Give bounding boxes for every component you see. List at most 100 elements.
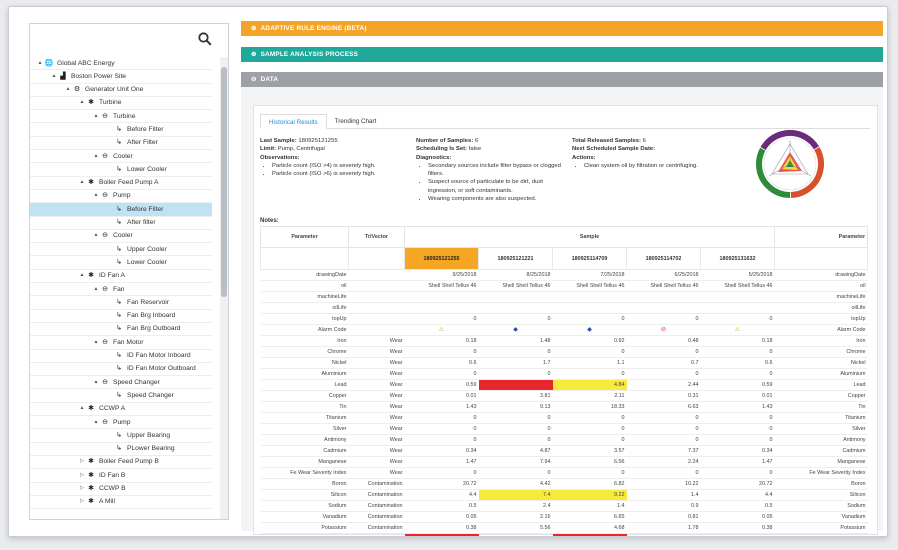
tree-node[interactable]: ▲ ✱ Turbine [30,97,212,111]
tree-node[interactable]: ↳ Fan Brg Outboard [30,323,212,337]
tree-node[interactable]: ▲ ▟ Boston Power Site [30,70,212,84]
tree-node[interactable]: ↳ Lower Cooler [30,163,212,177]
tab-historical-results[interactable]: Historical Results [260,114,327,129]
value-cell: 2.11 [552,390,627,402]
data-panel-header[interactable]: ⊖ DATA [241,72,883,87]
sample-id-cell[interactable]: 180925121255 [404,247,479,270]
tree-node[interactable]: ↳ Speed Changer [30,389,212,403]
value-cell: 0 [404,346,479,358]
caret-expanded-icon[interactable]: ▲ [65,86,71,93]
value-cell: 0 [626,412,701,424]
table-row: Iron Wear 0.18 1.48 0.92 0.48 0.18 Iron [260,335,868,347]
value-cell: 1.78 [626,522,701,534]
trivector-cell: Contamination [348,478,405,490]
tree-node[interactable]: ▲ ✱ Boiler Feed Pump A [30,177,212,190]
value-cell: 9.13 [478,401,553,413]
value-cell: 0 [478,346,553,358]
tree-node[interactable]: ▲ ⊖ Pump [30,190,212,204]
tree-node[interactable]: ↳ Lower Cooler [30,256,212,270]
scrollbar-thumb[interactable] [221,67,227,297]
sample-id-cell[interactable]: 180925114702 [626,247,701,270]
tab-trending-chart[interactable]: Trending Chart [334,118,377,125]
tree-node[interactable]: ↳ Fan Reservoir [30,296,212,310]
node-type-icon: ↳ [116,245,122,253]
tree-node[interactable]: ↳ ID Fan Motor Outboard [30,363,212,377]
tree-node[interactable]: ↳ Upper Bearing [30,429,212,443]
tree-node[interactable]: ▲ ⊖ Turbine [30,110,212,124]
caret-expanded-icon[interactable]: ▲ [79,405,85,412]
caret-expanded-icon[interactable]: ▲ [37,59,43,66]
tree-scrollbar[interactable] [220,57,228,519]
tree-node[interactable]: ↳ ID Fan Motor Inboard [30,350,212,363]
tree-node[interactable]: ▲ ⊖ Speed Changer [30,376,212,390]
value-cell: 1.47 [700,456,775,468]
parameter-cell-right: Cadmium [774,445,868,457]
caret-expanded-icon[interactable]: ▲ [93,232,99,239]
table-row: Nickel Wear 0.6 1.7 1.1 0.7 0.6 Nickel [260,357,868,369]
tree-node[interactable]: ▷ ✱ A Mill [30,496,212,510]
tree-node[interactable]: ▷ ✱ ID Fan B [30,469,212,483]
node-type-icon: ↳ [116,312,122,320]
value-cell [552,533,627,536]
caret-expanded-icon[interactable]: ▲ [93,338,99,345]
tree-node[interactable]: ↳ After Filter [30,137,212,151]
collapse-icon: ⊖ [251,76,257,83]
tree-node[interactable]: ▲ ⊖ Fan Motor [30,336,212,350]
caret-expanded-icon[interactable]: ▲ [51,72,57,79]
alarm-cell: ⚠ [404,324,479,336]
tree-node[interactable]: ↳ Fan Brg Inboard [30,310,212,323]
tree-node[interactable]: ▲ ⊖ Cooler [30,150,212,164]
caret-collapsed-icon[interactable]: ▷ [80,498,84,505]
tree-node[interactable]: ▲ ⚙ Generator Unit One [30,84,212,97]
parameter-cell-right: Fe Wear Severity Index [774,467,868,479]
trivector-wheel-icon [756,130,824,198]
caret-expanded-icon[interactable]: ▲ [79,272,85,279]
tree-node[interactable]: ▲ ⊖ Fan [30,283,212,297]
caret-expanded-icon[interactable]: ▲ [93,418,99,425]
parameter-cell-right: Boron [774,478,868,490]
value-cell: 18.33 [552,401,627,413]
value-cell: 0.5 [404,500,479,512]
caret-collapsed-icon[interactable]: ▷ [80,471,84,478]
value-cell: 0.38 [700,522,775,534]
tree-node[interactable]: ▲ ⊖ Cooler [30,230,212,244]
tree-node-label: ID Fan Motor Outboard [127,365,196,373]
tree-node[interactable]: ▲ ✱ ID Fan A [30,270,212,284]
rule-engine-panel-header[interactable]: ⊕ ADAPTIVE RULE ENGINE (BETA) [241,21,883,36]
caret-expanded-icon[interactable]: ▲ [79,99,85,106]
tree-node[interactable]: ↳ Before Filter [30,123,212,137]
value-cell: 10.22 [626,478,701,490]
search-icon[interactable] [198,32,212,51]
tree-node[interactable]: ▷ ✱ Boiler Feed Pump B [30,456,212,470]
caret-expanded-icon[interactable]: ▲ [93,285,99,292]
tree-node[interactable]: ▷ ✱ CCWP B [30,483,212,496]
tree-node[interactable]: ↳ After filter [30,217,212,230]
trivector-cell: Wear [348,357,405,369]
asset-tree-panel: ▲ 🌐 Global ABC Energy ▲ ▟ Boston Power Site ▲ ⚙… [29,23,229,520]
caret-expanded-icon[interactable]: ▲ [93,378,99,385]
caret-expanded-icon[interactable]: ▲ [93,152,99,159]
caret-expanded-icon[interactable]: ▲ [93,192,99,199]
tree-node[interactable]: ↳ PLower Bearing [30,443,212,456]
sample-id-cell[interactable]: 180925121221 [478,247,553,270]
caret-collapsed-icon[interactable]: ▷ [80,485,84,491]
tree-node[interactable]: ↳ Before Filter [30,203,212,217]
value-cell: 2.24 [626,456,701,468]
parameter-cell-right: Aluminium [774,368,868,380]
value-cell: 6.65 [552,511,627,523]
tree-node[interactable]: ▲ ⊖ Pump [30,416,212,430]
tree-node[interactable]: ▲ 🌐 Global ABC Energy [30,57,212,71]
tree-node[interactable]: ↳ Upper Cooler [30,243,212,257]
observations-label: Observations: [260,154,300,161]
tree-node[interactable]: ▲ ✱ CCWP A [30,403,212,417]
caret-expanded-icon[interactable]: ▲ [93,112,99,119]
value-cell: 4.42 [478,478,553,490]
sample-id-row: 180925121255 180925121221 180925114709 1… [260,247,869,270]
sample-id-cell[interactable]: 180925114709 [552,247,627,270]
sample-analysis-panel-header[interactable]: ⊕ SAMPLE ANALYSIS PROCESS [241,47,883,62]
caret-collapsed-icon[interactable]: ▷ [80,458,84,465]
parameter-cell: oil [260,280,349,292]
sample-id-cell[interactable]: 180925131632 [699,247,776,270]
tree-node-label: After filter [127,219,156,227]
caret-expanded-icon[interactable]: ▲ [79,179,85,186]
